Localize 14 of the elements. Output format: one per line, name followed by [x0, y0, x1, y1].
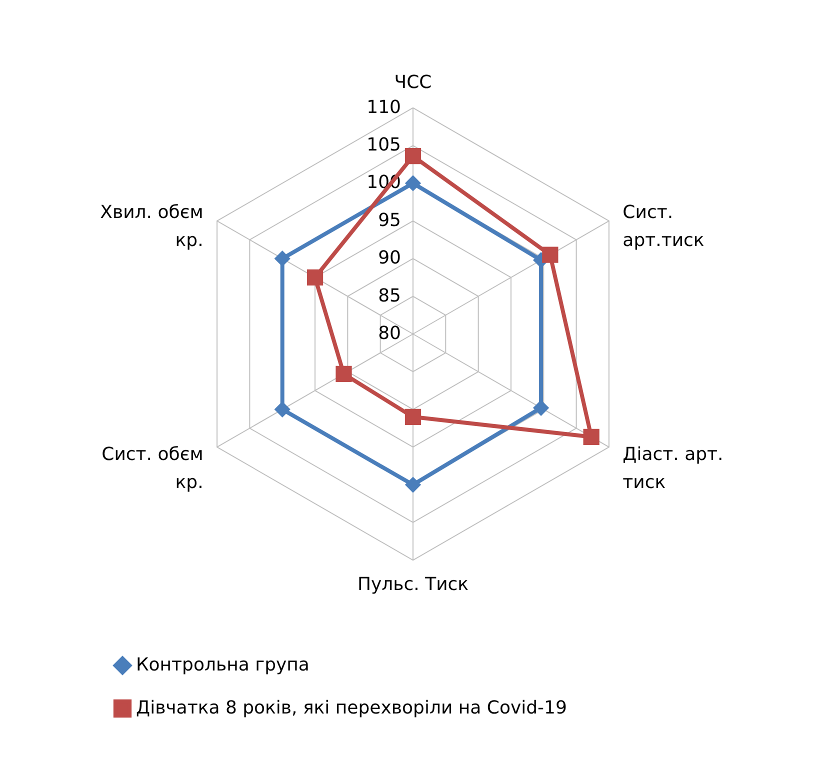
legend-label: Контрольна група — [136, 654, 310, 676]
y-tick-label: 90 — [378, 248, 401, 269]
spoke-label: Діаст. арт. тиск — [622, 444, 724, 493]
y-tick-label: 110 — [366, 96, 401, 118]
y-tick-label: 85 — [378, 285, 401, 306]
spoke-label: Сист. обєм кр. — [102, 444, 204, 493]
spoke-label: Пульс. Тиск — [357, 574, 469, 595]
spoke-label: ЧСС — [394, 72, 432, 94]
legend-label: Дівчатка 8 років, які перехворіли на Covid-19 — [136, 698, 567, 718]
y-tick-label: 95 — [378, 210, 401, 231]
spoke-label: Сист. арт.тиск — [622, 202, 704, 252]
spoke-label: Хвил. обєм кр. — [100, 202, 204, 252]
y-tick-label: 105 — [366, 134, 401, 156]
y-tick-label: 80 — [378, 323, 401, 344]
